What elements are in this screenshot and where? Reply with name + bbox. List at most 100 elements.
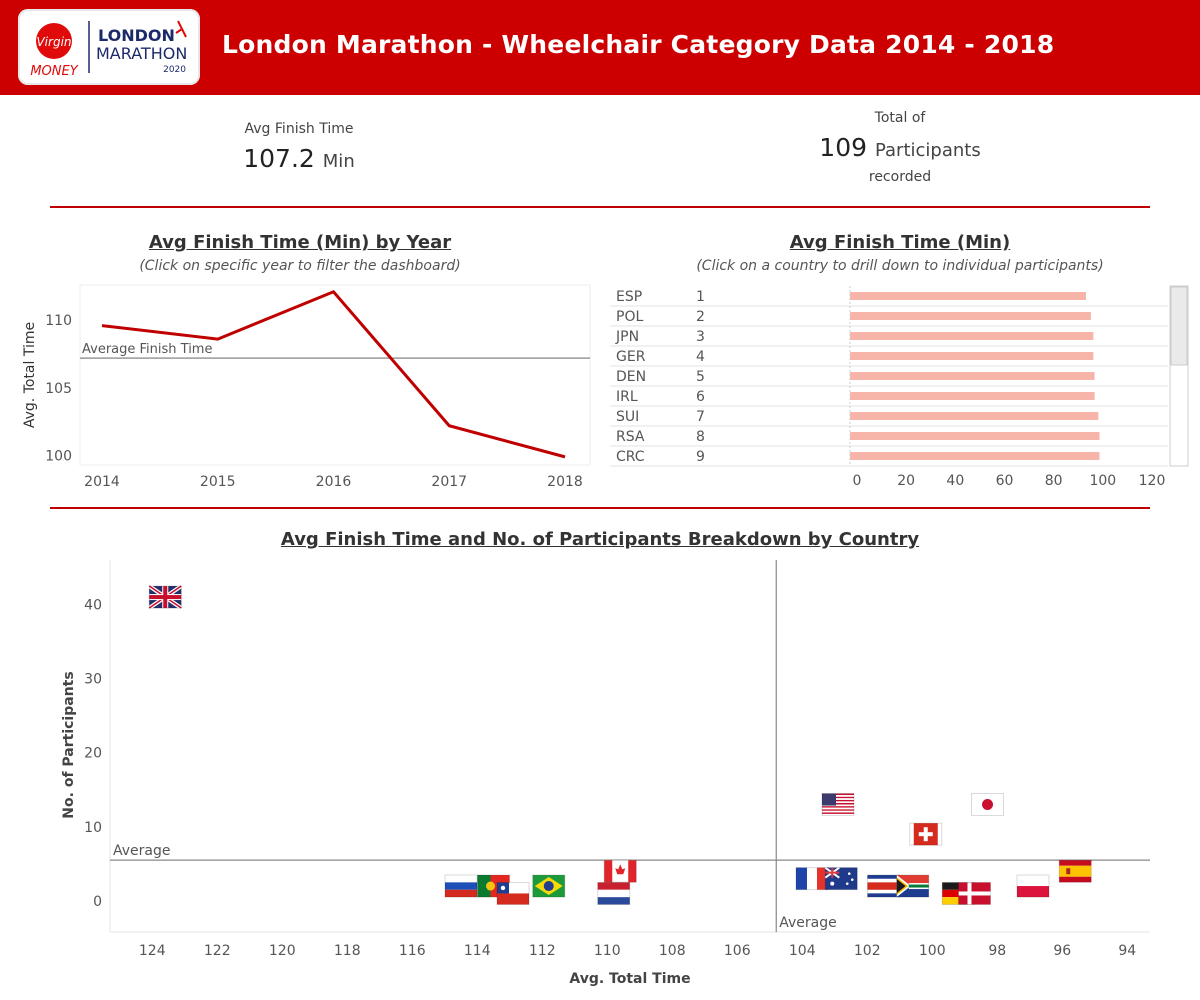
- line-point-2016[interactable]: [328, 286, 340, 298]
- bar-SUI[interactable]: [850, 412, 1099, 420]
- bar-CRC[interactable]: [850, 452, 1100, 460]
- bar-rank-label: 6: [696, 389, 705, 405]
- scatter-x-tick-label: 100: [919, 943, 946, 959]
- average-participants-label: Average: [113, 843, 171, 859]
- bar-country-label[interactable]: RSA: [616, 429, 645, 445]
- line-point-2017[interactable]: [443, 420, 455, 432]
- bar-country-label[interactable]: DEN: [616, 369, 646, 385]
- bar-rank-label: 9: [696, 449, 705, 465]
- bar-country-label[interactable]: POL: [616, 309, 643, 325]
- scatter-x-tick-label: 114: [464, 943, 491, 959]
- line-chart-title: Avg Finish Time (Min) by Year: [148, 232, 452, 253]
- finish-time-line[interactable]: [101, 289, 566, 459]
- flag-esp-icon[interactable]: [1058, 859, 1092, 883]
- bar-rank-label: 4: [696, 349, 705, 365]
- line-x-tick-label[interactable]: 2015: [200, 474, 236, 490]
- bar-RSA[interactable]: [850, 432, 1100, 440]
- scatter-x-tick-label: 120: [269, 943, 296, 959]
- bar-chart[interactable]: ESP 1 POL 2 JPN 3 GER 4 DEN 5 IRL 6 SUI 7 RSA 8 CRC 9 0 20 4…: [600, 280, 1200, 495]
- line-point-2015[interactable]: [212, 333, 224, 345]
- scatter-x-tick-label: 98: [988, 943, 1006, 959]
- flag-rus-icon[interactable]: [444, 874, 478, 898]
- scatter-x-tick-label: 116: [399, 943, 426, 959]
- total-participants-value: 109: [819, 133, 868, 162]
- bar-country-label[interactable]: GER: [616, 349, 646, 365]
- bar-country-label[interactable]: JPN: [615, 329, 639, 345]
- bar-country-label[interactable]: ESP: [616, 289, 642, 305]
- divider-mid: [50, 507, 1150, 509]
- bar-x-tick-label: 40: [946, 473, 964, 489]
- scatter-y-tick-label: 20: [84, 746, 102, 762]
- scatter-x-tick-label: 106: [724, 943, 751, 959]
- flag-crc-icon[interactable]: [867, 874, 900, 898]
- bar-ESP[interactable]: [850, 292, 1086, 300]
- total-prefix-label: Total of: [874, 110, 926, 126]
- logo-marathon-text: MARATHON: [96, 44, 187, 63]
- line-y-tick-label: 110: [45, 313, 72, 329]
- bar-x-tick-label: 20: [897, 473, 915, 489]
- flag-can-icon[interactable]: [603, 859, 637, 883]
- bar-x-tick-label: 120: [1139, 473, 1166, 489]
- line-x-tick-label[interactable]: 2017: [431, 474, 467, 490]
- bar-x-tick-label: 0: [853, 473, 862, 489]
- header-bar: Virgin MONEY LONDON MARATHON 2020 London…: [0, 0, 1200, 95]
- flag-gbr-icon[interactable]: [148, 584, 183, 610]
- bar-JPN[interactable]: [850, 332, 1094, 340]
- scatter-x-tick-label: 118: [334, 943, 361, 959]
- flag-pol-icon[interactable]: [1016, 874, 1050, 898]
- line-x-tick-label[interactable]: 2018: [547, 474, 583, 490]
- scatter-chart-title: Avg Finish Time and No. of Participants …: [280, 529, 920, 550]
- total-suffix-label: recorded: [868, 169, 932, 185]
- bar-rank-label: 2: [696, 309, 705, 325]
- scatter-y-tick-label: 0: [93, 894, 102, 910]
- avg-finish-unit: Min: [322, 151, 355, 172]
- flag-bra-icon[interactable]: [532, 874, 566, 898]
- divider-top: [50, 206, 1150, 208]
- flag-jpn-icon[interactable]: [971, 793, 1004, 817]
- scatter-x-tick-label: 112: [529, 943, 556, 959]
- line-y-axis-title: Avg. Total Time: [22, 322, 38, 428]
- total-participants-kpi: 109 Participants: [780, 133, 1020, 162]
- scatter-y-axis-title: No. of Participants: [61, 671, 77, 818]
- scatter-y-tick-label: 10: [84, 820, 102, 836]
- line-x-tick-label[interactable]: 2016: [316, 474, 352, 490]
- bar-rank-label: 8: [696, 429, 705, 445]
- line-point-2018[interactable]: [559, 451, 571, 463]
- flag-chi-icon[interactable]: [496, 881, 530, 905]
- london-marathon-logo: Virgin MONEY LONDON MARATHON 2020: [18, 9, 200, 85]
- bar-country-label[interactable]: CRC: [616, 449, 645, 465]
- bar-country-label[interactable]: SUI: [616, 409, 639, 425]
- line-y-tick-label: 100: [45, 449, 72, 465]
- flag-usa-icon[interactable]: [821, 793, 855, 817]
- bar-DEN[interactable]: [850, 372, 1095, 380]
- bar-rank-label: 5: [696, 369, 705, 385]
- scatter-x-tick-label: 122: [204, 943, 231, 959]
- flag-fra-icon[interactable]: [795, 867, 829, 891]
- scatter-x-axis-title: Avg. Total Time: [569, 971, 690, 987]
- scatter-x-tick-label: 108: [659, 943, 686, 959]
- bar-IRL[interactable]: [850, 392, 1095, 400]
- bar-x-tick-label: 80: [1045, 473, 1063, 489]
- scatter-x-tick-label: 96: [1053, 943, 1071, 959]
- bar-POL[interactable]: [850, 312, 1091, 320]
- bar-scrollbar-thumb[interactable]: [1170, 286, 1188, 366]
- bar-rank-label: 7: [696, 409, 705, 425]
- line-chart-subtitle: (Click on specific year to filter the da…: [139, 258, 461, 274]
- line-y-tick-label: 105: [45, 381, 72, 397]
- average-time-label: Average: [779, 915, 837, 931]
- bar-country-label[interactable]: IRL: [616, 389, 638, 405]
- flag-ned-icon[interactable]: [597, 881, 631, 905]
- flag-den-icon[interactable]: [958, 881, 991, 905]
- logo-london-text: LONDON: [98, 26, 175, 45]
- bar-GER[interactable]: [850, 352, 1094, 360]
- line-x-tick-label[interactable]: 2014: [84, 474, 120, 490]
- flag-aus-icon[interactable]: [824, 866, 858, 891]
- logo-virgin-text: Virgin: [36, 35, 71, 49]
- flag-rsa-icon[interactable]: [896, 874, 930, 898]
- scatter-chart[interactable]: 0 10 20 30 40 124 122 120 118 116 114 112 110 108 106 1…: [0, 550, 1200, 1000]
- flag-sui-icon[interactable]: [909, 822, 943, 846]
- logo-money-text: MONEY: [30, 64, 78, 79]
- line-chart[interactable]: 100 105 110 2014 2015 2016 2017 2018 Average Fin…: [0, 280, 600, 495]
- line-point-2014[interactable]: [96, 320, 108, 332]
- logo-year-text: 2020: [163, 65, 186, 75]
